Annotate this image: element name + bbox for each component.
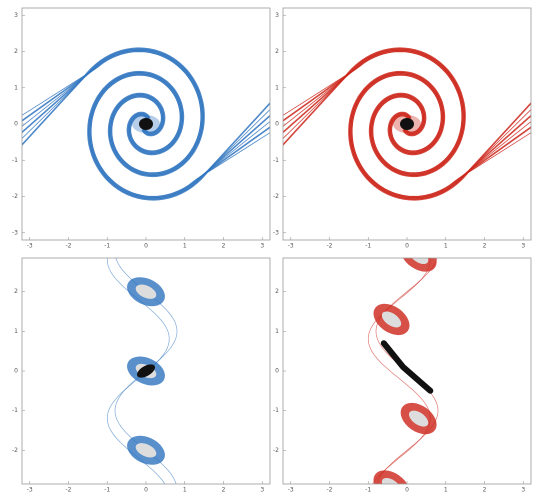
vortex-filament [88, 72, 285, 200]
x-tick-label: -2 [66, 243, 72, 250]
y-tick-label: 1 [14, 84, 18, 91]
panel: -3 -2 -1 0 1 2 3 -3 -2 -1 0 1 2 3 [263, 8, 548, 250]
y-tick-label: -1 [273, 407, 279, 414]
x-tick-label: 2 [483, 487, 487, 494]
y-tick-label: -1 [12, 157, 18, 164]
vortex-filament [268, 48, 465, 176]
field-image [2, 48, 290, 200]
y-tick-label: -2 [12, 193, 18, 200]
x-tick-label: -2 [66, 487, 72, 494]
vortex-filament [349, 72, 546, 200]
vortex-filament [3, 51, 202, 173]
x-tick-label: 3 [260, 243, 264, 250]
y-tick-label: -3 [273, 229, 279, 236]
vortex-filament [91, 75, 290, 196]
x-tick-label: -2 [327, 243, 333, 250]
panel: -3 -2 -1 0 1 2 3 -2 -1 0 1 2 [12, 238, 270, 495]
x-tick-label: 3 [260, 487, 264, 494]
vortex-filament [264, 51, 463, 173]
y-tick-label: -2 [273, 193, 279, 200]
x-tick-label: 1 [444, 243, 448, 250]
y-tick-label: 2 [275, 48, 279, 55]
figure: -3 -2 -1 0 1 2 3 -3 -2 -1 0 1 2 3 -3 -2 -1 0 1 2 3 -3 -2 -1 0 1 2 3… [0, 0, 548, 495]
y-tick-label: 3 [275, 12, 279, 19]
vortex-filament [352, 75, 548, 197]
x-tick-label: 0 [144, 487, 148, 494]
y-tick-label: 0 [275, 121, 279, 128]
y-tick-label: 2 [14, 288, 18, 295]
x-tick-label: -3 [27, 243, 33, 250]
x-tick-label: -3 [288, 487, 294, 494]
y-tick-label: 2 [14, 48, 18, 55]
vortex-filament [2, 52, 201, 173]
vortex-filament [263, 52, 462, 173]
y-tick-label: -1 [12, 407, 18, 414]
field-image [263, 48, 548, 200]
core [139, 118, 153, 130]
x-tick-label: 0 [405, 487, 409, 494]
y-tick-label: 3 [14, 12, 18, 19]
y-tick-label: 2 [275, 288, 279, 295]
x-tick-label: 0 [144, 243, 148, 250]
y-tick-label: -2 [12, 447, 18, 454]
y-tick-label: 1 [275, 84, 279, 91]
x-tick-label: -3 [288, 243, 294, 250]
x-tick-label: -1 [104, 243, 110, 250]
panel: -3 -2 -1 0 1 2 3 -2 -1 0 1 2 [273, 234, 531, 495]
y-tick-label: -2 [273, 447, 279, 454]
core-sheet [384, 343, 431, 391]
y-tick-label: -1 [273, 157, 279, 164]
x-tick-label: -1 [365, 487, 371, 494]
field-image [107, 238, 177, 495]
x-tick-label: 3 [521, 487, 525, 494]
core [400, 118, 414, 130]
y-tick-label: 0 [275, 368, 279, 375]
x-tick-label: -1 [104, 487, 110, 494]
x-tick-label: -2 [327, 487, 333, 494]
x-tick-label: 0 [405, 243, 409, 250]
y-tick-label: -3 [12, 229, 18, 236]
x-tick-label: -1 [365, 243, 371, 250]
y-tick-label: 1 [275, 328, 279, 335]
panel: -3 -2 -1 0 1 2 3 -3 -2 -1 0 1 2 3 [2, 8, 290, 250]
field-image [368, 234, 443, 495]
x-tick-label: 1 [444, 487, 448, 494]
x-tick-label: 2 [483, 243, 487, 250]
x-tick-label: 1 [183, 243, 187, 250]
vortex-outer [395, 234, 443, 278]
vortex-filament [7, 48, 204, 176]
x-tick-label: 1 [183, 487, 187, 494]
y-tick-label: 0 [14, 121, 18, 128]
x-tick-label: -3 [27, 487, 33, 494]
vortex-filament [91, 75, 290, 197]
x-tick-label: 2 [222, 487, 226, 494]
x-tick-label: 2 [222, 243, 226, 250]
y-tick-label: 1 [14, 328, 18, 335]
y-tick-label: 0 [14, 368, 18, 375]
x-tick-label: 3 [521, 243, 525, 250]
